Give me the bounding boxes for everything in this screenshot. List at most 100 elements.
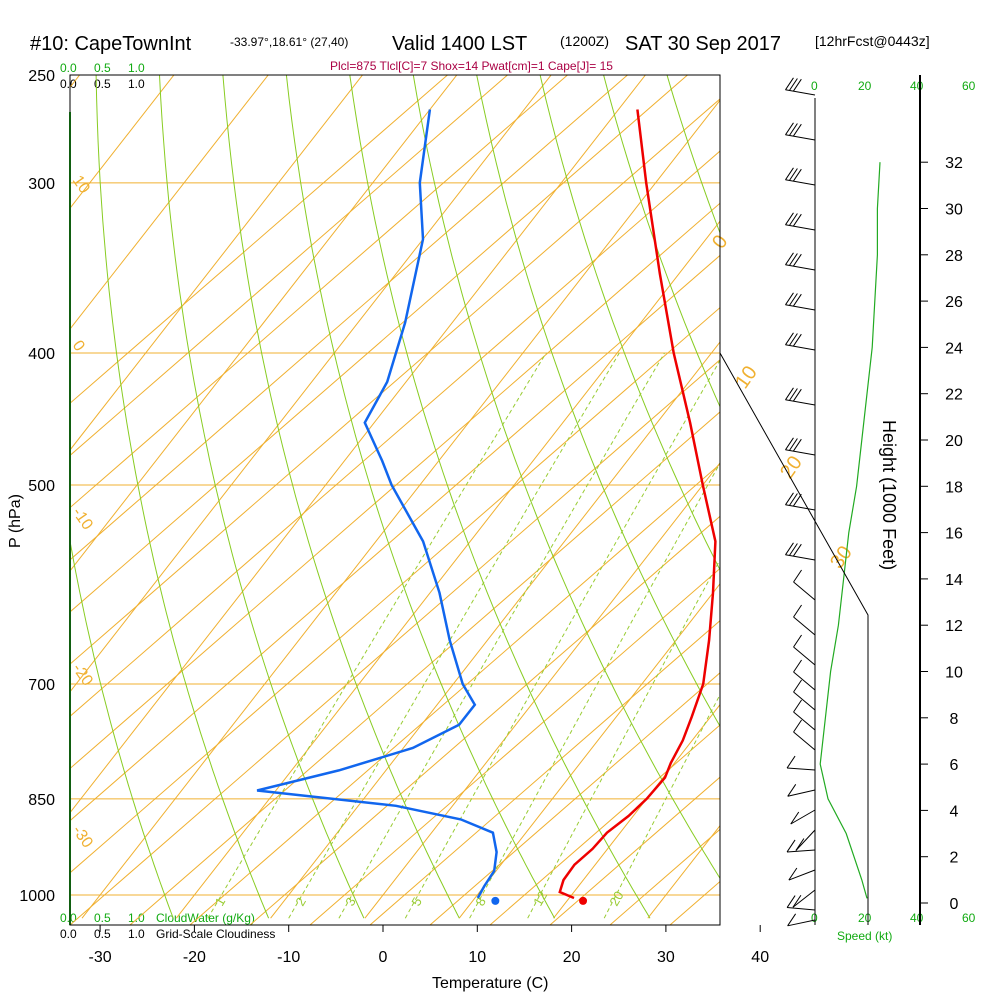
wind-barb — [793, 719, 816, 751]
pressure-tick-label: 850 — [28, 792, 55, 809]
cloudwater-tick-top-2: 1.0 — [128, 61, 145, 75]
plot-area — [70, 51, 1000, 925]
isotherm-line — [81, 99, 720, 919]
speed-tick-top-2: 40 — [910, 79, 924, 93]
isotherm-line — [70, 75, 552, 693]
wind-barb-flag — [792, 293, 802, 307]
height-tick-label: 20 — [945, 433, 963, 450]
wind-barb — [786, 895, 816, 911]
isentrope-line — [129, 411, 720, 925]
isentrope-line — [609, 828, 720, 925]
wind-barb — [793, 569, 816, 601]
isentrope-line — [489, 724, 720, 925]
isentrope-line — [850, 75, 1000, 925]
wind-barb-flag — [793, 634, 802, 648]
x-axis-title: Temperature (C) — [432, 975, 548, 992]
isentrope-line — [70, 306, 720, 874]
wind-barb-staff — [793, 616, 816, 636]
isotherm-line — [70, 75, 175, 210]
wind-barb-staff — [787, 789, 816, 797]
pressure-tick-label: 300 — [28, 176, 55, 193]
height-tick-label: 10 — [945, 665, 963, 682]
wind-barb — [787, 784, 816, 797]
isentrope-line — [70, 75, 688, 613]
cloudiness-tick-top-0: 0.0 — [60, 77, 77, 91]
dry-adiabat — [539, 75, 720, 571]
isotherm-label-left: 0 — [69, 338, 88, 355]
speed-tick-top-3: 60 — [962, 79, 976, 93]
wind-barb-staff — [787, 849, 816, 853]
wind-barb — [785, 122, 816, 141]
wind-barb-flag — [788, 388, 798, 401]
wind-barb-flag — [793, 719, 802, 733]
wind-barb — [788, 867, 816, 881]
dry-adiabat — [476, 75, 720, 728]
wind-barb — [786, 755, 816, 771]
wind-barb-staff — [785, 504, 816, 511]
x-tick-label: 20 — [563, 949, 581, 966]
isotherm-line — [70, 75, 647, 814]
wind-barb-flag — [793, 604, 802, 618]
wind-barb-flag — [786, 895, 796, 908]
dry-adiabat — [95, 75, 270, 919]
wind-barb-flag — [792, 388, 802, 402]
wind-barb-flag — [787, 784, 797, 797]
wind-barb-staff — [795, 829, 816, 851]
wind-barb-flag — [788, 333, 798, 346]
plot-frame — [69, 74, 721, 926]
wind-barb — [785, 77, 816, 96]
wind-barb-staff — [788, 869, 816, 881]
wind-barb — [793, 634, 816, 666]
wind-barb — [790, 809, 816, 825]
sounding-profiles — [256, 77, 881, 927]
mixing-ratio-line — [207, 353, 547, 919]
isotherm-line — [70, 75, 269, 330]
height-tick-label: 32 — [945, 155, 963, 172]
x-tick-label: 0 — [379, 949, 388, 966]
wind-barb-staff — [785, 134, 816, 141]
wind-barb — [793, 604, 816, 636]
wind-barb-staff — [793, 691, 816, 711]
wind-barb-staff — [785, 89, 816, 96]
wind-barb — [787, 913, 816, 927]
height-tick-label: 2 — [950, 850, 959, 867]
valid-date: SAT 30 Sep 2017 — [625, 33, 781, 55]
wind-barb — [785, 292, 816, 311]
wind-barb — [792, 889, 816, 908]
wind-barb-flag — [785, 122, 794, 136]
dry-adiabat — [158, 75, 365, 919]
dry-adiabat — [222, 75, 460, 919]
cloudwater-tick-bottom-2: 1.0 — [128, 911, 145, 925]
wind-barb — [793, 679, 816, 711]
wind-barb-staff — [785, 344, 816, 351]
wind-barb-flag — [788, 168, 798, 181]
wind-barb-flag — [788, 867, 798, 881]
wind-barb-staff — [785, 264, 816, 271]
height-axis-title: Height (1000 Feet) — [879, 420, 899, 570]
height-tick-label: 22 — [945, 387, 963, 404]
mixing-ratio-line — [288, 353, 620, 919]
isotherm-label-left: -20 — [69, 661, 96, 690]
isentrope-line — [309, 567, 720, 925]
valid-time: Valid 1400 LST — [392, 33, 527, 55]
height-tick-label: 8 — [950, 711, 959, 728]
pressure-tick-label: 1000 — [19, 888, 55, 905]
isentrope-line — [549, 776, 720, 925]
mixing-ratio-line — [527, 558, 720, 919]
wind-barb-staff — [785, 179, 816, 186]
wind-barb-flag — [793, 569, 802, 583]
wind-barb-flag — [792, 168, 802, 182]
isentrope-line — [70, 75, 568, 509]
wind-barb — [786, 839, 816, 853]
mixing-ratio-line — [469, 462, 720, 919]
dry-adiabat — [412, 75, 720, 880]
sounding-parameters: Plcl=875 Tlcl[C]=7 Shox=14 Pwat[cm]=1 Ca… — [330, 59, 613, 73]
height-tick-label: 4 — [950, 803, 959, 820]
dry-adiabat — [603, 75, 720, 408]
wind-barb-staff — [785, 449, 816, 456]
dry-adiabat — [974, 51, 1000, 918]
wind-barb-flag — [785, 167, 794, 181]
x-tick-label: 30 — [657, 949, 675, 966]
cloudiness-tick-bottom-2: 1.0 — [128, 927, 145, 941]
